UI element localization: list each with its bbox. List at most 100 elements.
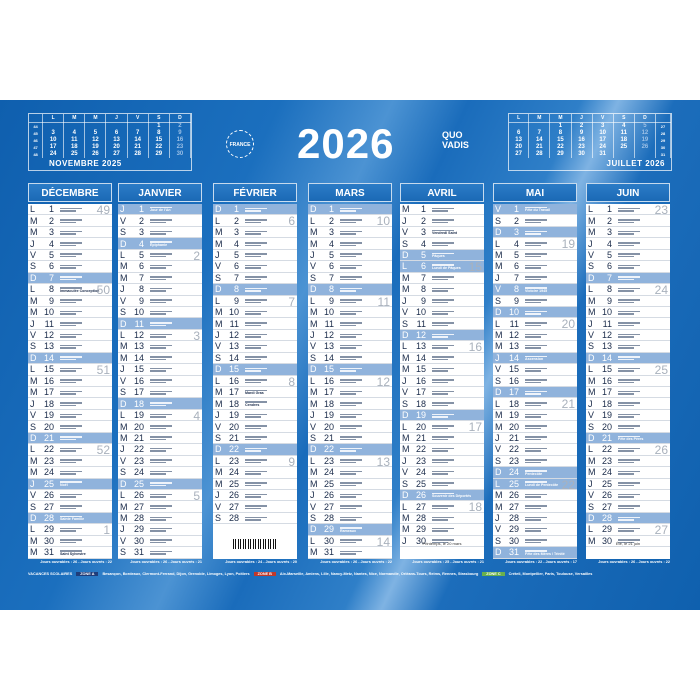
day-row[interactable]: S 14 <box>308 353 392 365</box>
day-row[interactable]: M 9 <box>28 296 112 307</box>
day-row[interactable]: S 23 <box>493 456 577 468</box>
day-row[interactable]: D 11 <box>118 318 202 330</box>
day-row[interactable]: J 16 <box>400 376 484 387</box>
day-row[interactable]: S 27 <box>28 501 112 513</box>
day-row[interactable]: S 25 <box>400 479 484 490</box>
day-row[interactable]: M 30 <box>586 536 670 548</box>
day-row[interactable]: S 6 <box>586 261 670 273</box>
day-row[interactable]: M 31 Saint Sylvestre <box>28 547 112 559</box>
day-row[interactable]: M 25 <box>213 479 297 490</box>
day-row[interactable]: D 14 <box>28 352 112 365</box>
day-row[interactable]: M 1 <box>400 204 484 216</box>
day-row[interactable]: J 22 <box>118 444 202 456</box>
day-row[interactable]: J 21 <box>493 433 577 445</box>
day-row[interactable]: M 24 <box>586 467 670 479</box>
day-row[interactable]: V 26 <box>28 490 112 502</box>
day-row[interactable]: J 25 Noël <box>28 478 112 490</box>
day-row[interactable]: S 17 <box>118 387 202 399</box>
day-row[interactable]: M 20 <box>118 421 202 433</box>
day-row[interactable]: M 4 <box>213 238 297 250</box>
day-row[interactable]: M 16 <box>586 376 670 387</box>
day-row[interactable]: L 9 7 <box>213 295 297 309</box>
day-row[interactable]: L 1 49 <box>28 203 112 217</box>
day-row[interactable]: L 11 20 <box>493 317 577 331</box>
day-row[interactable]: S 7 <box>308 273 392 285</box>
day-row[interactable]: J 19 <box>308 410 392 422</box>
day-row[interactable]: V 15 <box>493 364 577 376</box>
day-row[interactable]: V 13 <box>213 341 297 353</box>
day-row[interactable]: S 10 <box>118 307 202 319</box>
day-row[interactable]: V 6 <box>308 261 392 273</box>
day-row[interactable]: M 27 <box>493 501 577 513</box>
day-row[interactable]: M 13 <box>118 341 202 353</box>
day-row[interactable]: J 12 <box>213 330 297 342</box>
day-row[interactable]: J 2 <box>400 215 484 227</box>
day-row[interactable]: L 16 12 <box>308 375 392 389</box>
day-row[interactable]: L 20 17 <box>400 420 484 434</box>
day-row[interactable]: D 3 <box>493 226 577 239</box>
day-row[interactable]: D 29 Rameaux <box>308 524 392 536</box>
day-row[interactable]: L 12 3 <box>118 329 202 343</box>
day-row[interactable]: M 21 <box>400 433 484 445</box>
day-row[interactable]: J 26 <box>308 490 392 502</box>
day-row[interactable]: J 1 Jour de l'An <box>118 204 202 216</box>
day-row[interactable]: J 5 <box>308 250 392 262</box>
day-row[interactable]: M 3 <box>213 227 297 239</box>
day-row[interactable]: D 10 <box>493 306 577 319</box>
day-row[interactable]: M 6 <box>118 261 202 273</box>
day-row[interactable]: V 10 <box>400 307 484 319</box>
day-row[interactable]: M 17 <box>586 387 670 399</box>
day-row[interactable]: M 24 <box>213 467 297 479</box>
day-row[interactable]: V 26 <box>586 490 670 502</box>
day-row[interactable]: S 6 <box>28 261 112 273</box>
day-row[interactable]: M 25 <box>308 479 392 490</box>
day-row[interactable]: V 12 <box>586 330 670 342</box>
day-row[interactable]: L 5 2 <box>118 249 202 263</box>
day-row[interactable]: J 25 <box>586 479 670 490</box>
day-row[interactable]: L 9 11 <box>308 295 392 309</box>
day-row[interactable]: D 12 <box>400 329 484 342</box>
day-row[interactable]: M 9 <box>586 296 670 307</box>
day-row[interactable]: J 23 <box>400 456 484 468</box>
day-row[interactable]: D 21 <box>28 432 112 445</box>
day-row[interactable]: D 15 <box>308 364 392 376</box>
day-row[interactable]: V 1 Fête du Travail <box>493 204 577 216</box>
day-row[interactable]: M 12 <box>493 330 577 342</box>
day-row[interactable]: L 29 1 <box>28 523 112 537</box>
day-row[interactable]: S 18 <box>400 398 484 410</box>
day-row[interactable]: D 7 <box>586 272 670 285</box>
day-row[interactable]: M 24 <box>308 467 392 479</box>
day-row[interactable]: M 19 <box>493 410 577 422</box>
day-row[interactable]: D 28 <box>586 512 670 525</box>
day-row[interactable]: V 23 <box>118 456 202 468</box>
day-row[interactable]: L 23 9 <box>213 455 297 469</box>
day-row[interactable]: S 7 <box>213 273 297 285</box>
day-row[interactable]: M 16 <box>28 376 112 387</box>
day-row[interactable]: S 13 <box>586 341 670 353</box>
day-row[interactable]: V 20 <box>213 421 297 433</box>
day-row[interactable]: V 6 <box>213 261 297 273</box>
day-row[interactable]: J 8 <box>118 284 202 296</box>
day-row[interactable]: D 21 Fête des Pères <box>586 432 670 445</box>
day-row[interactable]: M 27 <box>118 501 202 513</box>
day-row[interactable]: D 25 <box>118 478 202 490</box>
day-row[interactable]: M 26 <box>493 490 577 502</box>
day-row[interactable]: M 18 <box>308 398 392 410</box>
day-row[interactable]: V 2 <box>118 215 202 227</box>
day-row[interactable]: L 29 27 <box>586 523 670 537</box>
day-row[interactable]: M 18 Cendres <box>213 398 297 410</box>
day-row[interactable]: J 11 <box>586 318 670 330</box>
day-row[interactable]: L 22 26 <box>586 443 670 457</box>
day-row[interactable]: J 19 <box>213 410 297 422</box>
day-row[interactable]: J 26 <box>213 490 297 502</box>
day-row[interactable]: L 25 Lundi de Pentecôte 22 <box>493 478 577 492</box>
day-row[interactable]: M 11 <box>213 318 297 330</box>
day-row[interactable]: D 26 Souvenir des Déportés <box>400 489 484 502</box>
day-row[interactable]: V 5 <box>28 250 112 262</box>
day-row[interactable]: V 17 <box>400 387 484 399</box>
day-row[interactable]: J 30 <box>400 536 484 548</box>
day-row[interactable]: L 6 Lundi de Pâques 15 <box>400 260 484 274</box>
day-row[interactable]: D 28 Sainte Famille <box>28 512 112 525</box>
day-row[interactable]: M 23 <box>28 456 112 468</box>
day-row[interactable]: M 17 <box>28 387 112 399</box>
